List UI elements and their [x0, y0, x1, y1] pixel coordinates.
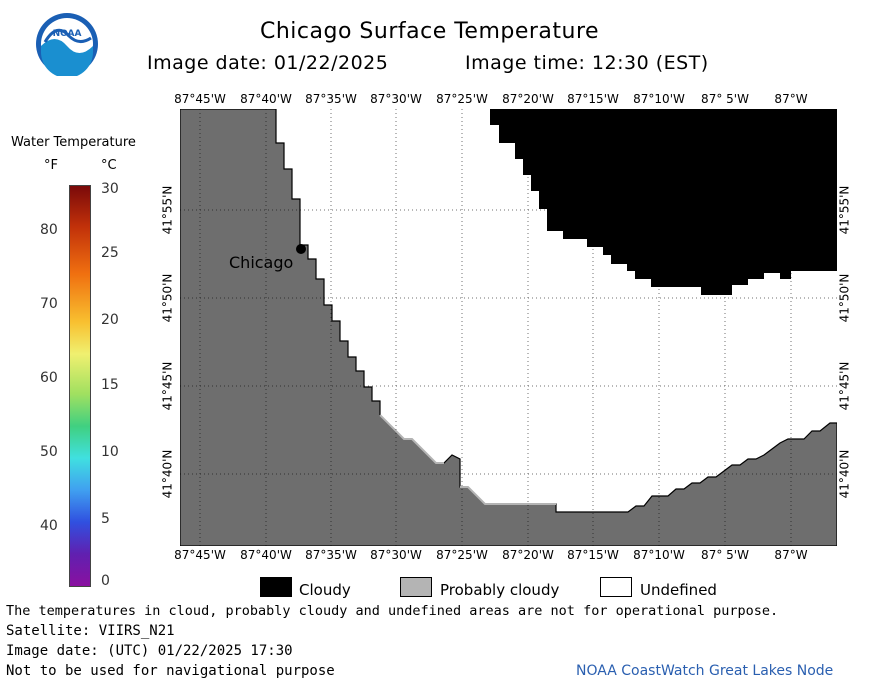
- noaa-logo: NOAA: [36, 13, 98, 76]
- lon-label: 87°15'W: [567, 92, 619, 106]
- lon-label: 87°25'W: [436, 548, 488, 562]
- lon-label: 87° 5'W: [701, 548, 749, 562]
- utc-date: Image date: (UTC) 01/22/2025 17:30: [6, 643, 293, 659]
- c-tick: 10: [101, 444, 119, 460]
- lon-label: 87°15'W: [567, 548, 619, 562]
- lon-label: 87°20'W: [502, 92, 554, 106]
- lon-label: 87°20'W: [502, 548, 554, 562]
- page-title: Chicago Surface Temperature: [260, 19, 600, 44]
- satellite: Satellite: VIIRS_N21: [6, 623, 175, 639]
- legend-label-probably-cloudy: Probably cloudy: [440, 581, 560, 599]
- f-tick: 80: [40, 222, 58, 238]
- land-region: [180, 109, 837, 546]
- c-tick: 5: [101, 511, 110, 527]
- lon-label: 87°30'W: [370, 548, 422, 562]
- legend-swatch-probably-cloudy: [400, 577, 432, 597]
- c-tick: 30: [101, 181, 119, 197]
- lon-label: 87°W: [774, 548, 808, 562]
- chicago-marker: [296, 244, 306, 254]
- c-tick: 20: [101, 312, 119, 328]
- colorbar: [69, 185, 91, 587]
- lon-label: 87°25'W: [436, 92, 488, 106]
- cloud-region: [490, 109, 837, 295]
- lat-label: 41°40'N: [160, 449, 175, 499]
- lon-label: 87°45'W: [174, 92, 226, 106]
- legend-swatch-undefined: [600, 577, 632, 597]
- lat-label: 41°40'N: [837, 449, 852, 499]
- lon-label: 87°40'W: [240, 92, 292, 106]
- colorbar-title: Water Temperature: [11, 135, 136, 150]
- lat-label: 41°50'N: [837, 273, 852, 323]
- c-tick: 0: [101, 573, 110, 589]
- colorbar-unit-f: °F: [44, 158, 58, 173]
- svg-text:NOAA: NOAA: [53, 29, 82, 39]
- legend-label-undefined: Undefined: [640, 581, 717, 599]
- lat-label: 41°45'N: [837, 361, 852, 411]
- lon-label: 87°40'W: [240, 548, 292, 562]
- lat-label: 41°50'N: [160, 273, 175, 323]
- map: [180, 109, 837, 546]
- lon-label: 87°10'W: [633, 92, 685, 106]
- lat-label: 41°45'N: [160, 361, 175, 411]
- lon-label: 87°35'W: [305, 92, 357, 106]
- image-date: Image date: 01/22/2025: [147, 52, 389, 74]
- lat-label: 41°55'N: [837, 185, 852, 235]
- lon-label: 87°35'W: [305, 548, 357, 562]
- colorbar-unit-c: °C: [101, 158, 117, 173]
- f-tick: 60: [40, 370, 58, 386]
- nav-warning: Not to be used for navigational purpose: [6, 663, 335, 679]
- c-tick: 15: [101, 377, 119, 393]
- lon-label: 87° 5'W: [701, 92, 749, 106]
- lon-label: 87°30'W: [370, 92, 422, 106]
- lon-label: 87°10'W: [633, 548, 685, 562]
- f-tick: 70: [40, 296, 58, 312]
- lat-label: 41°55'N: [160, 185, 175, 235]
- disclaimer: The temperatures in cloud, probably clou…: [6, 603, 779, 619]
- legend-label-cloudy: Cloudy: [299, 581, 351, 599]
- city-label: Chicago: [229, 253, 294, 272]
- image-time: Image time: 12:30 (EST): [465, 52, 709, 74]
- c-tick: 25: [101, 245, 119, 261]
- lon-label: 87°W: [774, 92, 808, 106]
- f-tick: 40: [40, 518, 58, 534]
- credit: NOAA CoastWatch Great Lakes Node: [576, 663, 834, 679]
- f-tick: 50: [40, 444, 58, 460]
- lon-label: 87°45'W: [174, 548, 226, 562]
- legend-swatch-cloudy: [260, 577, 292, 597]
